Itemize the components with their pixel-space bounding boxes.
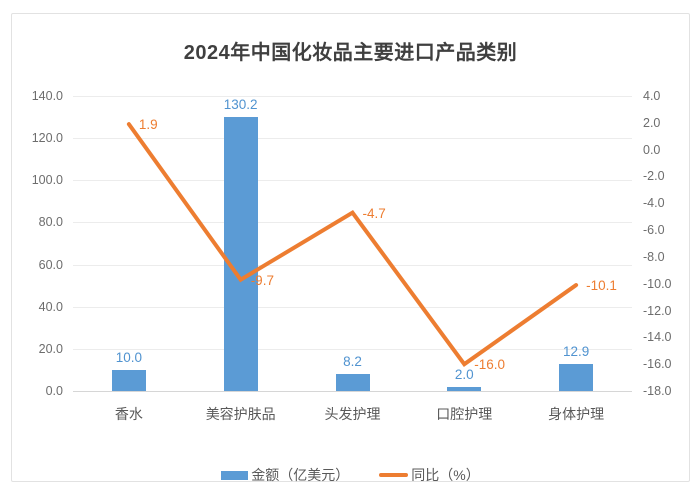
left-axis-tick-label: 80.0 xyxy=(38,215,63,230)
right-axis-tick-label: -16.0 xyxy=(643,357,672,372)
bar-value-label: 12.9 xyxy=(562,343,590,359)
category-label: 头发护理 xyxy=(324,406,381,422)
trend-line xyxy=(126,122,579,367)
left-axis-tick-label: 60.0 xyxy=(38,257,63,272)
line-series-swatch-icon xyxy=(379,473,409,477)
line-value-label: -16.0 xyxy=(474,357,506,373)
legend-label-yoy: 同比（%） xyxy=(411,467,480,483)
bar-value-label: 8.2 xyxy=(343,353,362,369)
right-axis-tick-label: -18.0 xyxy=(643,384,672,398)
right-axis-tick-label: 4.0 xyxy=(643,89,661,103)
bar-series-swatch-icon xyxy=(221,470,249,480)
gridline xyxy=(73,306,632,308)
line-value-label: -9.7 xyxy=(250,272,274,288)
gridline xyxy=(73,138,632,140)
bar-value-label: 10.0 xyxy=(115,349,143,365)
gridline xyxy=(73,348,632,350)
right-axis-tick-label: -6.0 xyxy=(643,223,665,238)
category-label: 身体护理 xyxy=(548,406,605,422)
right-axis-tick-label: 0.0 xyxy=(643,142,661,157)
legend-label-amount: 金额（亿美元） xyxy=(251,467,350,483)
gridline xyxy=(73,96,632,97)
x-axis-line xyxy=(73,391,632,392)
left-axis-tick-label: 20.0 xyxy=(38,341,63,356)
legend-item-amount: 金额（亿美元） xyxy=(221,465,349,485)
right-axis-tick-label: -10.0 xyxy=(643,276,672,291)
right-axis-tick-label: 2.0 xyxy=(643,115,661,130)
category-label: 香水 xyxy=(114,406,143,422)
bar xyxy=(447,386,482,391)
chart-frame: 2024年中国化妆品主要进口产品类别 金额（亿美元） 同比（%） 140.0 12… xyxy=(11,13,690,485)
left-axis-tick-label: 40.0 xyxy=(38,299,63,314)
legend-item-yoy: 同比（%） xyxy=(379,465,480,485)
bar xyxy=(111,369,146,391)
chart-title: 2024年中国化妆品主要进口产品类别 xyxy=(183,42,518,64)
right-axis-tick-label: -2.0 xyxy=(643,169,665,184)
category-label: 美容护肤品 xyxy=(205,406,276,422)
right-axis-tick-label: -12.0 xyxy=(643,303,672,318)
bar-value-label: 130.2 xyxy=(223,96,258,112)
bar-value-label: 2.0 xyxy=(454,366,474,382)
gridline xyxy=(73,180,632,182)
legend: 金额（亿美元） 同比（%） xyxy=(12,465,689,485)
left-axis-tick-label: 120.0 xyxy=(31,131,63,146)
gridline xyxy=(73,264,632,266)
bar xyxy=(223,116,258,391)
right-axis-tick-label: -4.0 xyxy=(643,196,665,211)
category-label: 口腔护理 xyxy=(436,406,493,422)
line-value-label: 1.9 xyxy=(138,117,158,133)
line-value-label: -4.7 xyxy=(362,205,386,221)
left-axis-tick-label: 140.0 xyxy=(31,89,63,103)
bar xyxy=(335,373,370,391)
gridline xyxy=(73,222,632,224)
left-axis-tick-label: 0.0 xyxy=(45,384,63,398)
bar xyxy=(559,363,594,391)
right-axis-tick-label: -14.0 xyxy=(643,330,672,345)
left-axis-tick-label: 100.0 xyxy=(31,173,63,188)
line-value-label: -10.1 xyxy=(586,278,617,294)
right-axis-tick-label: -8.0 xyxy=(643,249,665,264)
